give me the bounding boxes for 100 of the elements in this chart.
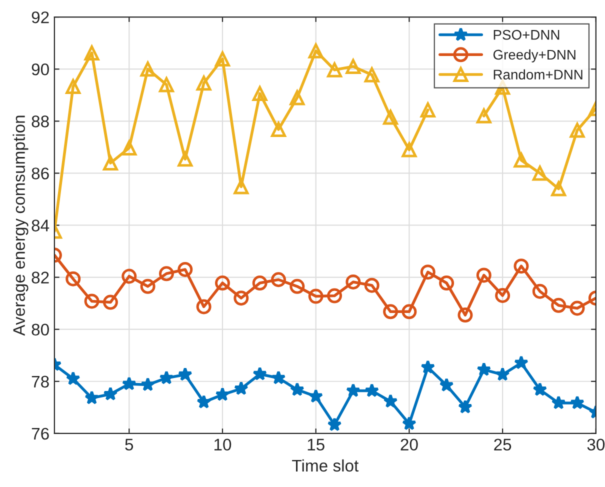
point [570,300,585,316]
point [84,45,100,60]
point [159,370,174,384]
point [122,376,136,390]
point [551,181,566,196]
point [514,355,528,370]
point [122,268,137,284]
point [570,122,585,138]
point [234,179,249,194]
point [140,377,155,392]
y-tick-label: 92 [32,11,49,24]
point [364,383,380,398]
point [495,367,510,381]
point [103,386,118,400]
point [158,266,174,282]
point [290,382,304,396]
point [514,258,529,274]
point [308,388,324,403]
point [308,288,324,304]
point [532,284,548,299]
point [271,122,286,137]
point [327,417,342,432]
point [252,276,268,291]
point [140,62,156,77]
y-axis-title: Average energy comsumption [12,116,28,336]
point [364,67,380,82]
point [84,294,100,309]
y-tick-label: 86 [32,168,49,180]
point [122,140,137,156]
point [196,299,212,314]
point [346,383,360,398]
y-tick-label: 78 [32,376,49,388]
point [140,278,156,294]
point [383,110,398,125]
point [178,262,193,277]
x-tick-label: 25 [494,438,512,451]
legend-label: PSO+DNN [494,30,560,40]
legend-label: Greedy+DNN [493,49,576,62]
point [271,272,286,288]
point [158,77,174,92]
point [364,278,380,293]
point [551,395,566,410]
point [532,166,548,181]
y-tick-label: 80 [32,324,49,336]
y-tick-label: 90 [32,63,49,76]
point [420,360,436,374]
point [346,274,361,290]
y-tick-label: 82 [32,272,49,284]
point [84,390,99,404]
point [402,416,416,430]
point [234,290,249,306]
point [327,62,342,78]
point [66,371,80,386]
point [252,366,268,380]
x-tick-label: 15 [308,438,324,451]
point [215,387,230,401]
point [402,142,417,158]
point [439,276,454,291]
point [476,362,492,376]
point [383,394,398,408]
point [196,394,212,409]
point [66,79,81,94]
point [532,382,548,396]
point [271,370,286,384]
x-axis-title: Time slot [292,459,359,472]
point [420,102,436,118]
point [178,367,192,381]
point [102,156,118,171]
y-tick-label: 88 [32,116,49,128]
y-tick-label: 76 [32,428,49,440]
point [178,152,193,167]
point [346,58,361,74]
point [102,294,118,310]
point [290,90,305,106]
point [308,43,324,58]
point [327,288,342,304]
point [214,276,230,291]
point [214,51,230,66]
point [439,378,454,392]
point [196,76,212,91]
x-tick-label: 5 [125,438,134,451]
legend-label: Random+DNN [494,69,582,80]
point [514,152,529,168]
point [495,288,510,304]
x-tick-label: 20 [400,438,418,451]
point [458,400,472,414]
point [402,304,417,320]
point [458,308,473,323]
point [551,298,566,313]
point [420,264,436,280]
x-tick-label: 10 [214,438,232,451]
point [234,381,248,395]
point [570,395,584,410]
x-tick-label: 30 [587,438,605,451]
point [476,108,492,124]
point [66,271,81,286]
point [383,304,398,320]
point [290,278,305,294]
point [252,86,268,102]
point [476,268,492,283]
